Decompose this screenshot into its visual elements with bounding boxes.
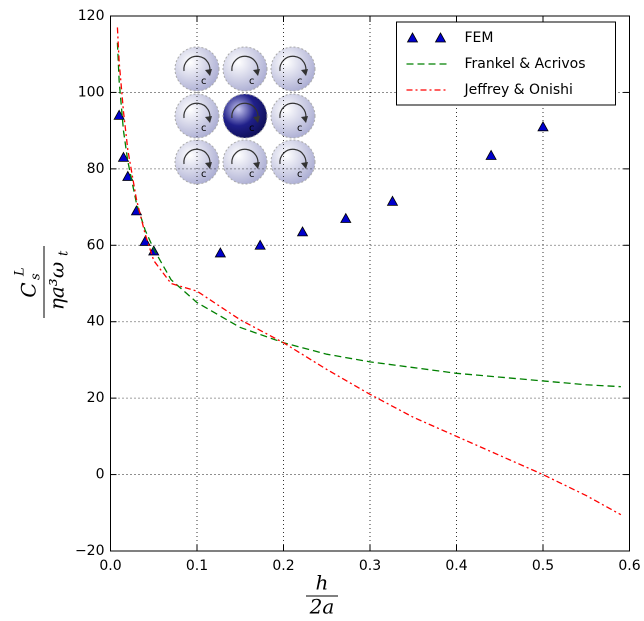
- data-point: [254, 239, 266, 250]
- data-point: [485, 149, 497, 160]
- data-point: [340, 212, 352, 223]
- inset-label: c: [201, 169, 207, 180]
- arrow-head: [301, 69, 308, 76]
- data-point: [296, 226, 309, 237]
- rotation-arrow: [183, 55, 211, 75]
- y-label-denominator: ηa³ω: [45, 262, 69, 310]
- x-label-denominator: 2a: [309, 595, 335, 619]
- inset-label: c: [297, 76, 303, 87]
- data-point: [117, 151, 130, 162]
- y-label-sub: s: [29, 273, 44, 280]
- x-tick-label: 0.1: [186, 558, 208, 574]
- rotation-arrow: [183, 148, 211, 168]
- rotation-arrow: [279, 55, 307, 75]
- rotation-arrow: [231, 102, 259, 122]
- sphere: [270, 139, 316, 185]
- sphere: [222, 46, 268, 92]
- y-tick-label: −20: [75, 543, 105, 559]
- legend-label: Frankel & Acrivos: [465, 56, 586, 72]
- data-point: [214, 247, 227, 258]
- x-tick-label: 0.5: [532, 558, 554, 574]
- sphere: [222, 139, 268, 185]
- arrow-head: [253, 116, 260, 123]
- y-tick-label: 120: [78, 8, 105, 24]
- arrow-head: [205, 69, 212, 76]
- y-tick-label: 0: [96, 467, 105, 483]
- y-tick-label: 40: [87, 314, 105, 330]
- x-tick-label: 0.3: [359, 558, 381, 574]
- inset-label: c: [201, 76, 207, 87]
- y-label: C L s ηa³ω t: [13, 246, 72, 318]
- legend-marker: [434, 32, 447, 43]
- arrow-head: [301, 162, 308, 169]
- x-tick-label: 0.2: [272, 558, 294, 574]
- inset-label: c: [249, 123, 255, 134]
- sphere: [174, 139, 220, 185]
- y-tick-label: 60: [87, 237, 105, 253]
- inset-label: c: [249, 169, 255, 180]
- data-line: [116, 42, 621, 388]
- rotation-arrow: [279, 148, 307, 168]
- inset-spheres: c c c c c c c c c: [174, 46, 316, 185]
- data-point: [386, 195, 399, 206]
- rotation-arrow: [231, 55, 259, 75]
- data-point: [537, 120, 549, 132]
- y-label-sup: L: [13, 267, 28, 277]
- legend-marker: [406, 32, 419, 43]
- inset-label: c: [297, 169, 303, 180]
- sphere: [270, 93, 316, 139]
- x-tick-label: 0.4: [445, 558, 467, 574]
- plot-frame: [110, 15, 630, 552]
- sphere: [222, 93, 268, 139]
- legend: FEM Frankel & Acrivos Jeffrey & Onishi: [396, 21, 616, 106]
- inset-label: c: [201, 123, 207, 134]
- arrow-head: [253, 162, 260, 169]
- arrow-head: [205, 162, 212, 169]
- legend-label: FEM: [465, 30, 494, 46]
- inset-label: c: [249, 76, 255, 87]
- y-label-numerator: C: [17, 282, 41, 297]
- legend-label: Jeffrey & Onishi: [464, 82, 573, 98]
- rotation-arrow: [279, 102, 307, 122]
- data-point: [139, 235, 151, 246]
- arrow-head: [301, 116, 308, 123]
- rotation-arrow: [231, 148, 259, 168]
- rotation-arrow: [183, 102, 211, 122]
- data-line: [116, 27, 622, 516]
- x-label-numerator: h: [316, 571, 329, 595]
- x-tick-label: 0.6: [618, 558, 640, 574]
- arrow-head: [253, 69, 260, 76]
- y-tick-label: 20: [87, 390, 105, 406]
- y-tick-label: 80: [87, 161, 105, 177]
- y-tick-label: 100: [78, 84, 105, 100]
- x-tick-label: 0.0: [99, 558, 121, 574]
- inset-label: c: [297, 123, 303, 134]
- arrow-head: [205, 116, 212, 123]
- y-label-denominator-sub: t: [57, 250, 72, 256]
- sphere: [270, 46, 316, 92]
